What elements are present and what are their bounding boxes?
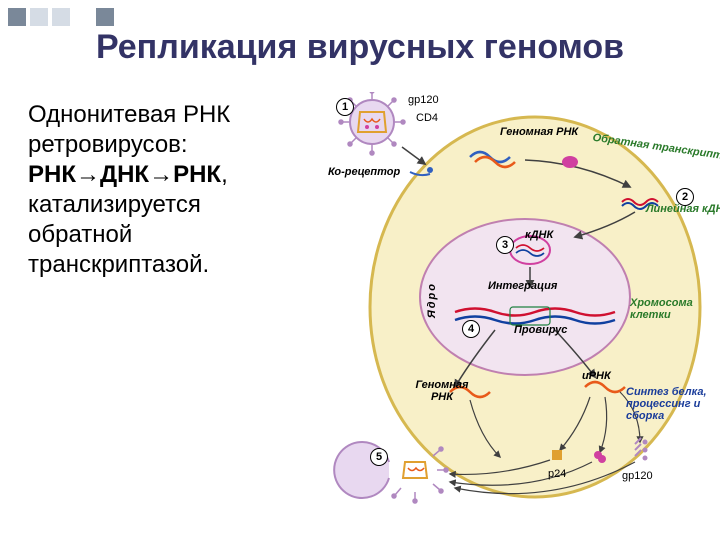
- label-linear-cdna: Линейная кДНК: [646, 204, 720, 216]
- label-irna: иРНК: [582, 370, 611, 382]
- label-gp120: gp120: [408, 94, 439, 106]
- text-line: транскриптазой.: [28, 251, 209, 278]
- label-kdna: кДНК: [525, 229, 553, 241]
- nucleus: [420, 219, 630, 375]
- label-provirus: Провирус: [514, 324, 567, 336]
- text-line: обратной: [28, 221, 132, 248]
- text-line: ретровирусов:: [28, 131, 188, 158]
- label-p24: p24: [548, 468, 566, 480]
- step-number: 1: [336, 98, 354, 116]
- square-icon: [96, 8, 114, 26]
- label-cd4: CD4: [416, 112, 438, 124]
- step-number: 4: [462, 320, 480, 338]
- text-line: катализируется: [28, 191, 201, 218]
- header-decoration: [8, 8, 114, 26]
- page-title: Репликация вирусных геномов: [0, 28, 720, 67]
- label-synthesis: Синтез белка, процессинг и сборка: [626, 386, 710, 422]
- description-paragraph: Однонитевая РНК ретровирусов: РНК→ДНК→РН…: [28, 100, 318, 280]
- label-genomic-rna-top: Геномная РНК: [500, 126, 578, 138]
- label-chromosome: Хромосома клетки: [630, 298, 700, 321]
- label-integration: Интеграция: [488, 280, 557, 292]
- square-icon: [30, 8, 48, 26]
- replication-diagram: 1 2 3 4 5 gp120 CD4 Ко-рецептор Геномная…: [330, 92, 710, 522]
- step-number: 3: [496, 236, 514, 254]
- label-genomic-rna-bot: Геномная РНК: [412, 380, 472, 403]
- text-line: Однонитевая РНК: [28, 101, 230, 128]
- reverse-transcriptase-icon: [562, 156, 578, 168]
- label-gp120-bot: gp120: [622, 470, 653, 482]
- square-icon: [52, 8, 70, 26]
- step-number: 5: [370, 448, 388, 466]
- label-nucleus: Ядро: [426, 282, 438, 318]
- text-comma: ,: [221, 161, 228, 188]
- text-emphasis: РНК→ДНК→РНК: [28, 161, 221, 188]
- square-icon: [8, 8, 26, 26]
- square-spacer: [74, 8, 92, 26]
- label-coreceptor: Ко-рецептор: [328, 166, 400, 178]
